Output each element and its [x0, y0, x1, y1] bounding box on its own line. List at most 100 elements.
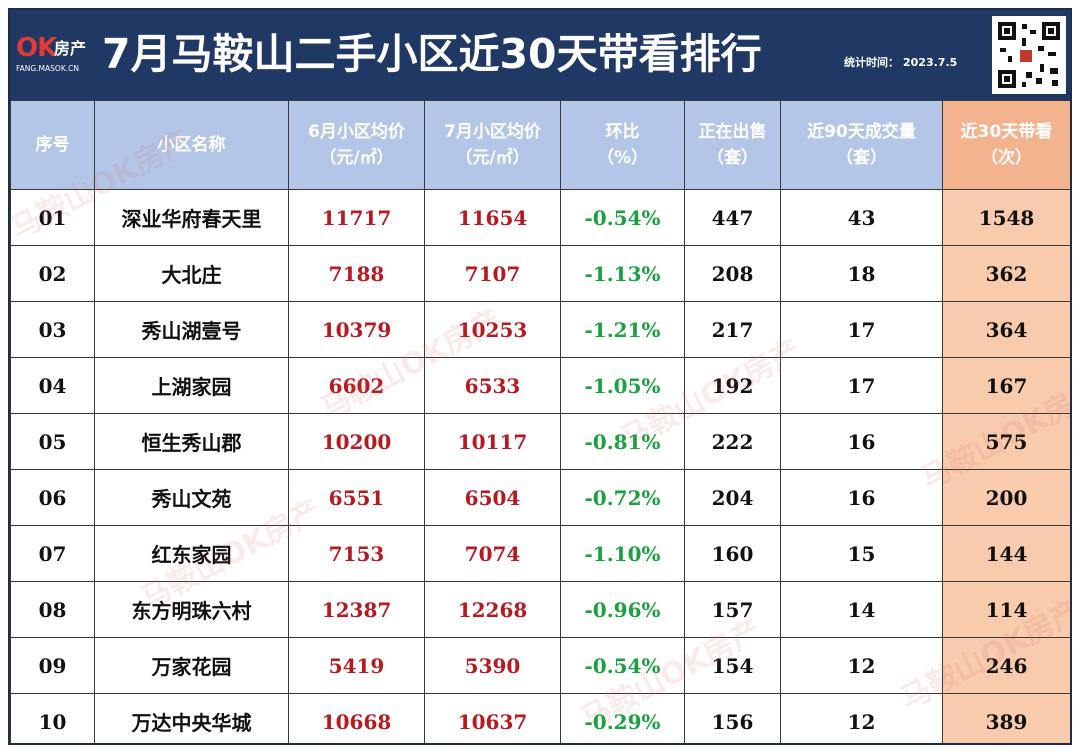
table-header-row: 序号 小区名称 6月小区均价 （元/㎡） 7月小区均价 （元/㎡） 环比 （%） 正在出售 （套）… [10, 100, 1070, 190]
month-over-month: -0.81% [560, 413, 685, 470]
july-avg-price: 6533 [424, 357, 561, 414]
community-name: 东方明珠六村 [94, 581, 289, 638]
june-avg-price: 10668 [288, 693, 425, 743]
viewings-30-days: 575 [942, 413, 1070, 470]
month-over-month: -1.05% [560, 357, 685, 414]
viewings-30-days: 362 [942, 245, 1070, 302]
column-header-title: 7月小区均价 [444, 122, 541, 142]
on-sale-count: 157 [684, 581, 781, 638]
july-avg-price: 10253 [424, 301, 561, 358]
column-header-unit: （套） [707, 148, 758, 168]
row-number: 05 [10, 413, 95, 470]
row-number: 01 [10, 189, 95, 246]
column-header: 正在出售 （套） [684, 100, 781, 190]
community-name: 恒生秀山郡 [94, 413, 289, 470]
ranking-card: OK 房产 FANG.MASOK.CN 7月马鞍山二手小区近30天带看排行 统计… [8, 8, 1072, 745]
month-over-month: -1.10% [560, 525, 685, 582]
column-header-unit: （套） [836, 148, 887, 168]
stat-time-label: 统计时间： [844, 56, 899, 69]
column-header: 7月小区均价 （元/㎡） [424, 100, 561, 190]
community-name: 上湖家园 [94, 357, 289, 414]
viewings-30-days: 114 [942, 581, 1070, 638]
row-number: 10 [10, 693, 95, 743]
column-header: 近90天成交量 （套） [780, 100, 943, 190]
community-name: 秀山湖壹号 [94, 301, 289, 358]
on-sale-count: 192 [684, 357, 781, 414]
header-banner: OK 房产 FANG.MASOK.CN 7月马鞍山二手小区近30天带看排行 统计… [10, 10, 1070, 100]
july-avg-price: 10117 [424, 413, 561, 470]
month-over-month: -0.54% [560, 189, 685, 246]
july-avg-price: 7107 [424, 245, 561, 302]
table-row: 06 秀山文苑 6551 6504 -0.72% 204 16 200 [10, 469, 1070, 526]
on-sale-count: 217 [684, 301, 781, 358]
deals-90-days: 18 [780, 245, 943, 302]
community-name: 万家花园 [94, 637, 289, 694]
stat-time-date: 2023.7.5 [903, 56, 958, 69]
table-row: 01 深业华府春天里 11717 11654 -0.54% 447 43 1548 [10, 189, 1070, 246]
on-sale-count: 160 [684, 525, 781, 582]
deals-90-days: 17 [780, 301, 943, 358]
july-avg-price: 10637 [424, 693, 561, 743]
june-avg-price: 10200 [288, 413, 425, 470]
column-header-unit: （元/㎡） [319, 148, 394, 168]
deals-90-days: 16 [780, 469, 943, 526]
july-avg-price: 7074 [424, 525, 561, 582]
june-avg-price: 7188 [288, 245, 425, 302]
table-row: 08 东方明珠六村 12387 12268 -0.96% 157 14 114 [10, 581, 1070, 638]
logo-cn-text: 房产 [54, 39, 87, 58]
july-avg-price: 12268 [424, 581, 561, 638]
viewings-30-days: 1548 [942, 189, 1070, 246]
july-avg-price: 5390 [424, 637, 561, 694]
community-name: 红东家园 [94, 525, 289, 582]
table-row: 09 万家花园 5419 5390 -0.54% 154 12 246 [10, 637, 1070, 694]
on-sale-count: 222 [684, 413, 781, 470]
table-row: 02 大北庄 7188 7107 -1.13% 208 18 362 [10, 245, 1070, 302]
june-avg-price: 11717 [288, 189, 425, 246]
column-header: 6月小区均价 （元/㎡） [288, 100, 425, 190]
month-over-month: -0.29% [560, 693, 685, 743]
row-number: 02 [10, 245, 95, 302]
viewings-30-days: 200 [942, 469, 1070, 526]
viewings-30-days: 389 [942, 693, 1070, 743]
viewings-30-days: 167 [942, 357, 1070, 414]
community-name: 深业华府春天里 [94, 189, 289, 246]
on-sale-count: 154 [684, 637, 781, 694]
ranking-table: 序号 小区名称 6月小区均价 （元/㎡） 7月小区均价 （元/㎡） 环比 （%） 正在出售 （套）… [10, 100, 1070, 743]
june-avg-price: 10379 [288, 301, 425, 358]
june-avg-price: 6602 [288, 357, 425, 414]
column-header-unit: （%） [596, 148, 649, 168]
table-row: 10 万达中央华城 10668 10637 -0.29% 156 12 389 [10, 693, 1070, 743]
june-avg-price: 6551 [288, 469, 425, 526]
community-name: 万达中央华城 [94, 693, 289, 743]
logo-url-text: FANG.MASOK.CN [16, 64, 79, 73]
column-header-title: 近90天成交量 [807, 122, 916, 142]
community-name: 秀山文苑 [94, 469, 289, 526]
viewings-30-days: 364 [942, 301, 1070, 358]
month-over-month: -0.72% [560, 469, 685, 526]
column-header-title: 6月小区均价 [308, 122, 405, 142]
month-over-month: -0.54% [560, 637, 685, 694]
row-number: 06 [10, 469, 95, 526]
column-header-unit: （元/㎡） [455, 148, 530, 168]
june-avg-price: 5419 [288, 637, 425, 694]
on-sale-count: 204 [684, 469, 781, 526]
viewings-30-days: 144 [942, 525, 1070, 582]
logo-ok-text: OK [16, 33, 57, 63]
table-row: 05 恒生秀山郡 10200 10117 -0.81% 222 16 575 [10, 413, 1070, 470]
column-header-title: 小区名称 [157, 135, 226, 155]
row-number: 08 [10, 581, 95, 638]
stat-time: 统计时间： 2023.7.5 [840, 54, 957, 70]
row-number: 04 [10, 357, 95, 414]
qr-code-icon [992, 16, 1066, 94]
month-over-month: -1.13% [560, 245, 685, 302]
on-sale-count: 156 [684, 693, 781, 743]
page-title: 7月马鞍山二手小区近30天带看排行 [102, 30, 762, 78]
table-row: 07 红东家园 7153 7074 -1.10% 160 15 144 [10, 525, 1070, 582]
june-avg-price: 12387 [288, 581, 425, 638]
june-avg-price: 7153 [288, 525, 425, 582]
brand-logo: OK 房产 FANG.MASOK.CN [16, 34, 100, 86]
table-row: 03 秀山湖壹号 10379 10253 -1.21% 217 17 364 [10, 301, 1070, 358]
month-over-month: -0.96% [560, 581, 685, 638]
column-header-unit: （次） [981, 148, 1032, 168]
deals-90-days: 17 [780, 357, 943, 414]
